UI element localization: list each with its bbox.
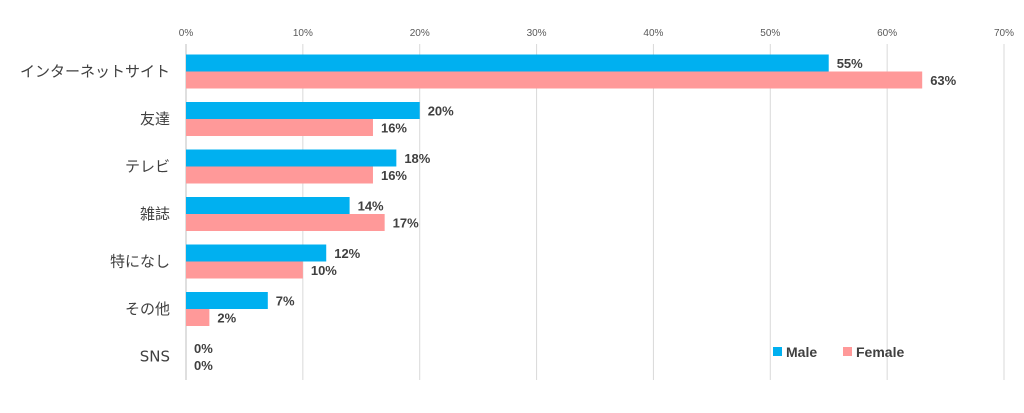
bar-male [186, 292, 268, 309]
data-label-male: 55% [837, 56, 863, 71]
data-label-male: 7% [276, 294, 295, 309]
legend-label-female: Female [856, 344, 904, 360]
category-label: その他 [125, 300, 170, 318]
x-tick-label: 70% [994, 28, 1014, 39]
data-label-female: 16% [381, 121, 407, 136]
data-label-male: 12% [334, 246, 360, 261]
bar-male [186, 149, 397, 167]
bar-male [186, 244, 327, 262]
bar-female [186, 119, 373, 136]
bar-female [186, 214, 385, 231]
bar-male [186, 54, 829, 72]
category-label: 特になし [110, 253, 170, 271]
data-label-female: 17% [393, 216, 419, 231]
legend: Male Female [773, 344, 904, 360]
data-labels: 55% 20% 18% 14% 12% 7% 0% 63% 16% 16% 17% 10% 2% 0% [194, 56, 957, 373]
category-label: SNS [140, 348, 170, 366]
x-tick-label: 20% [410, 28, 430, 39]
x-tick-label: 50% [760, 28, 780, 39]
data-label-female: 16% [381, 168, 407, 183]
x-tick-label: 40% [643, 28, 663, 39]
data-label-female: 2% [217, 311, 236, 326]
bar-male [186, 102, 420, 119]
data-label-female: 0% [194, 358, 213, 373]
category-label: インターネットサイト [20, 63, 170, 81]
bar-female [186, 309, 210, 326]
data-label-male: 0% [194, 341, 213, 356]
bar-female [186, 166, 373, 184]
data-label-male: 14% [358, 199, 384, 214]
bars [186, 54, 923, 326]
gridlines [185, 44, 1005, 380]
bar-female [186, 261, 303, 279]
x-tick-label: 60% [877, 28, 897, 39]
category-label: 雑誌 [140, 205, 170, 223]
legend-label-male: Male [786, 344, 817, 360]
data-label-female: 10% [311, 263, 337, 278]
x-tick-label: 30% [527, 28, 547, 39]
legend-swatch-male [773, 347, 782, 356]
legend-swatch-female [843, 347, 852, 356]
category-label: テレビ [125, 158, 170, 176]
category-label: 友達 [140, 110, 170, 128]
bar-male [186, 197, 350, 214]
data-label-male: 20% [428, 104, 454, 119]
bar-female [186, 71, 923, 89]
x-tick-label: 10% [293, 28, 313, 39]
x-axis-ticks: 0% 10% 20% 30% 40% 50% 60% 70% [179, 28, 1014, 39]
data-label-male: 18% [404, 151, 430, 166]
x-tick-label: 0% [179, 28, 194, 39]
data-label-female: 63% [930, 73, 956, 88]
